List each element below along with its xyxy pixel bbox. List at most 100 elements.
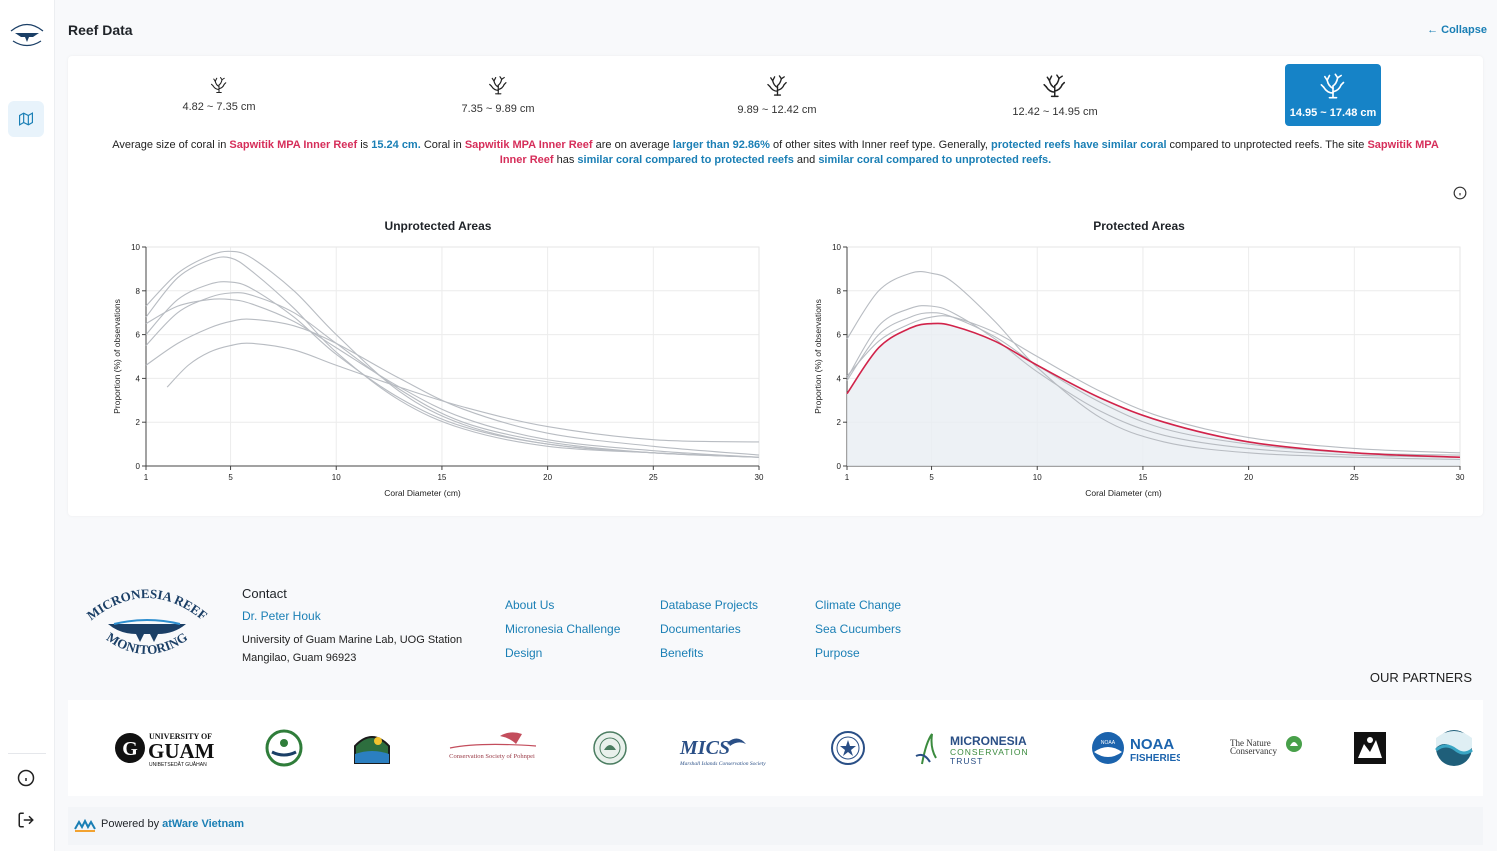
contact-address: University of Guam Marine Lab, UOG Stati… — [242, 634, 463, 664]
partner-mics[interactable]: MICS Marshall Islands Conservation Societ… — [676, 720, 786, 776]
reef-data-card: 4.82 ~ 7.35 cm 7.35 ~ 9.89 cm 9.89 ~ 12.42… — [68, 56, 1483, 516]
svg-text:FISHERIES: FISHERIES — [1130, 753, 1180, 764]
x-tick-label: 10 — [332, 473, 341, 482]
svg-text:NOAA: NOAA — [1130, 736, 1174, 753]
coral-size-summary: Average size of coral in Sapwitik MPA In… — [112, 139, 1439, 166]
x-axis-label: Coral Diameter (cm) — [384, 488, 461, 498]
partner-logos: G UNIVERSITY OF GUAM UNIBETSEDÅT GUÅHAN … — [68, 700, 1483, 796]
size-filter-2[interactable]: 7.35 ~ 9.89 cm — [450, 64, 546, 126]
footer-link-purpose[interactable]: Purpose — [815, 646, 860, 660]
site-line-1 — [145, 250, 760, 458]
app-logo[interactable] — [7, 20, 47, 50]
size-filter-3[interactable]: 9.89 ~ 12.42 cm — [729, 64, 825, 126]
size-filter-label: 7.35 ~ 9.89 cm — [461, 102, 535, 115]
partner-logo-3[interactable] — [350, 720, 394, 776]
size-filter-5[interactable]: 14.95 ~ 17.48 cm — [1285, 64, 1381, 126]
site-line-2 — [145, 256, 760, 458]
svg-text:Conservation Society of Pohnpe: Conservation Society of Pohnpei — [449, 753, 535, 760]
x-tick-label: 1 — [845, 473, 850, 482]
logout-icon[interactable] — [17, 811, 35, 829]
site-line-1 — [846, 271, 1461, 460]
highlight-area — [847, 323, 1460, 466]
footer-link-climate-change[interactable]: Climate Change — [815, 598, 902, 612]
size-filter-1[interactable]: 4.82 ~ 7.35 cm — [171, 64, 267, 126]
micronesia-reef-monitoring-logo[interactable]: MICRONESIA REEF MONITORING — [84, 582, 210, 662]
contact-name-link[interactable]: Dr. Peter Houk — [242, 609, 321, 623]
size-filter-4[interactable]: 12.42 ~ 14.95 cm — [1007, 64, 1103, 126]
footer-link-documentaries[interactable]: Documentaries — [660, 622, 741, 636]
chart-info-icon[interactable] — [1453, 186, 1467, 200]
info-icon[interactable] — [17, 769, 35, 787]
y-tick-label: 0 — [837, 462, 842, 471]
footer-link-database-projects[interactable]: Database Projects — [660, 598, 759, 612]
y-tick-label: 8 — [136, 287, 141, 296]
y-tick-label: 6 — [136, 331, 141, 340]
x-tick-label: 5 — [228, 473, 233, 482]
chart-title: Protected Areas — [1093, 219, 1185, 233]
arrow-left-icon: ← — [1427, 24, 1439, 36]
y-tick-label: 8 — [837, 287, 842, 296]
partner-university-of-guam[interactable]: G UNIVERSITY OF GUAM UNIBETSEDÅT GUÅHAN — [114, 720, 218, 776]
atware-vietnam-link[interactable]: atWare Vietnam — [162, 818, 245, 830]
x-tick-label: 5 — [929, 473, 934, 482]
partner-the-nature-conservancy[interactable]: The Nature Conservancy — [1226, 720, 1306, 776]
partner-logo-2[interactable] — [262, 720, 306, 776]
size-filter-label: 14.95 ~ 17.48 cm — [1289, 107, 1377, 119]
svg-text:Marshall Islands Conservation: Marshall Islands Conservation Society — [679, 761, 766, 767]
y-tick-label: 10 — [131, 243, 140, 252]
powered-by-bar: Powered by atWare Vietnam — [68, 807, 1483, 845]
partners-heading: OUR PARTNERS — [1369, 670, 1472, 685]
partner-seal-logo[interactable] — [828, 720, 868, 776]
svg-text:NOAA: NOAA — [1101, 740, 1116, 746]
svg-text:Conservancy: Conservancy — [1230, 746, 1277, 756]
chart-title: Unprotected Areas — [384, 219, 492, 233]
site-line-7 — [166, 342, 760, 443]
partner-logo-hands[interactable] — [1348, 720, 1392, 776]
collapse-button[interactable]: ← Collapse — [1427, 24, 1487, 36]
footer-link-sea-cucumbers[interactable]: Sea Cucumbers — [815, 622, 902, 636]
y-tick-label: 4 — [837, 374, 842, 383]
footer-links-col2: Database Projects Documentaries Benefits — [660, 593, 758, 665]
x-tick-label: 15 — [437, 473, 446, 482]
sidebar-divider — [8, 753, 46, 754]
y-tick-label: 4 — [136, 374, 141, 383]
footer-link-benefits[interactable]: Benefits — [660, 646, 704, 660]
x-tick-label: 10 — [1033, 473, 1042, 482]
y-axis-label: Proportion (%) of observations — [112, 299, 122, 414]
svg-text:GUAM: GUAM — [148, 739, 215, 763]
x-axis-label: Coral Diameter (cm) — [1085, 488, 1162, 498]
size-filter-label: 4.82 ~ 7.35 cm — [182, 101, 256, 113]
svg-text:UNIBETSEDÅT GUÅHAN: UNIBETSEDÅT GUÅHAN — [149, 761, 207, 768]
x-tick-label: 20 — [543, 473, 552, 482]
svg-text:TRUST: TRUST — [950, 756, 983, 766]
svg-text:UNIVERSITY OF: UNIVERSITY OF — [149, 732, 212, 741]
partner-conservation-society-of-pohnpei[interactable]: Conservation Society of Pohnpei — [440, 720, 544, 776]
coral-icon — [766, 75, 787, 96]
x-tick-label: 1 — [144, 473, 149, 482]
coral-icon — [210, 76, 227, 94]
y-tick-label: 2 — [837, 418, 842, 427]
site-line-4 — [145, 298, 760, 458]
y-tick-label: 2 — [136, 418, 141, 427]
footer-links-col1: About Us Micronesia Challenge Design — [505, 593, 620, 665]
plot-frame — [145, 246, 760, 467]
footer-link-about-us[interactable]: About Us — [505, 598, 555, 612]
y-tick-label: 6 — [837, 331, 842, 340]
powered-by-label: Powered by — [101, 818, 163, 830]
x-tick-label: 25 — [649, 473, 658, 482]
partner-logo-5[interactable] — [590, 720, 630, 776]
footer-link-design[interactable]: Design — [505, 646, 543, 660]
footer-link-micronesia-challenge[interactable]: Micronesia Challenge — [505, 622, 621, 636]
svg-text:CONSERVATION: CONSERVATION — [950, 747, 1029, 757]
coral-icon — [488, 76, 507, 95]
x-tick-label: 25 — [1350, 473, 1359, 482]
partner-logo-wave[interactable] — [1432, 720, 1476, 776]
protected-chart: Protected Areas 1 5 10 15 20 25 30 0 2 4 6 8 10 Coral… — [799, 214, 1479, 504]
partner-micronesia-conservation-trust[interactable]: MICRONESIA CONSERVATION TRUST — [912, 720, 1046, 776]
svg-text:The Nature: The Nature — [1230, 738, 1271, 748]
site-line-5 — [145, 292, 760, 458]
partner-noaa-fisheries[interactable]: NOAA NOAA FISHERIES — [1090, 720, 1180, 776]
svg-text:G: G — [122, 738, 138, 760]
map-nav-button[interactable] — [8, 101, 44, 137]
